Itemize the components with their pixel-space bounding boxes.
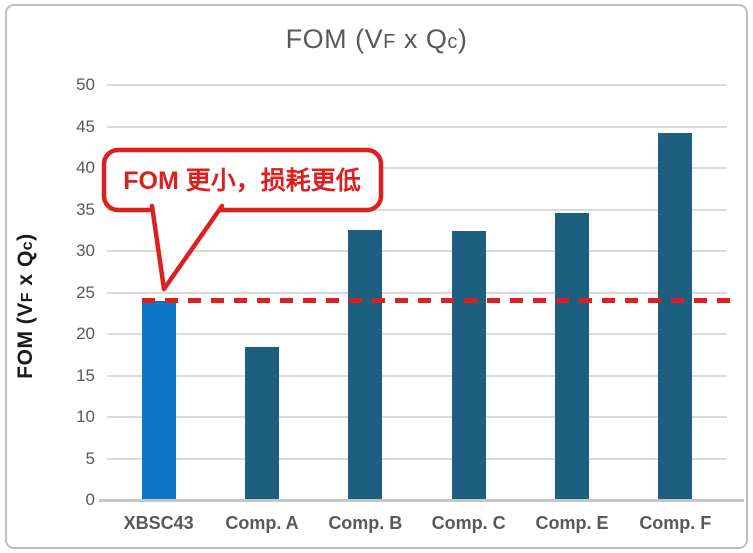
callout-bubble [101, 147, 384, 213]
y-tick-label: 40 [76, 158, 95, 177]
y-tick-label: 0 [85, 490, 95, 509]
y-tick-label: 50 [76, 75, 95, 94]
gridline [107, 333, 727, 335]
bar-Comp. F [658, 133, 693, 500]
y-tick-label: 5 [85, 448, 95, 468]
x-axis-label: Comp. E [535, 513, 609, 533]
y-tick-label: 10 [76, 407, 95, 426]
x-axis-line [99, 499, 744, 502]
gridline [107, 250, 727, 252]
bar-Comp. E [555, 212, 589, 500]
callout-tail [149, 203, 225, 292]
x-axis-label: XBSC43 [123, 513, 194, 533]
gridline [107, 167, 727, 169]
x-axis-label: Comp. F [639, 513, 712, 533]
x-axis-label: Comp. A [225, 513, 299, 533]
bar-XBSC43 [141, 300, 176, 500]
y-axis-title: FOM (VF x Qc) [14, 233, 37, 379]
gridline [107, 291, 727, 294]
callout-text: FOM 更小，损耗更低 [123, 167, 361, 195]
y-tick-label: 30 [76, 241, 95, 260]
bar-Comp. B [348, 230, 383, 500]
gridline [107, 208, 727, 211]
reference-dashed-line [141, 298, 737, 304]
bar-Comp. A [245, 347, 279, 500]
y-tick-label: 25 [76, 282, 95, 302]
chart-title: FOM (VF x Qc) [285, 24, 468, 54]
y-tick-label: 45 [76, 116, 95, 136]
gridline [107, 374, 727, 377]
gridline [107, 125, 727, 128]
y-tick-label: 20 [76, 324, 95, 343]
gridline [107, 416, 727, 418]
x-axis-label: Comp. B [328, 513, 403, 533]
gridline [107, 84, 727, 86]
bar-Comp. C [451, 231, 486, 500]
y-tick-label: 15 [76, 365, 95, 385]
y-tick-label: 35 [76, 199, 95, 219]
gridline [107, 457, 727, 460]
x-axis-label: Comp. C [431, 513, 506, 533]
